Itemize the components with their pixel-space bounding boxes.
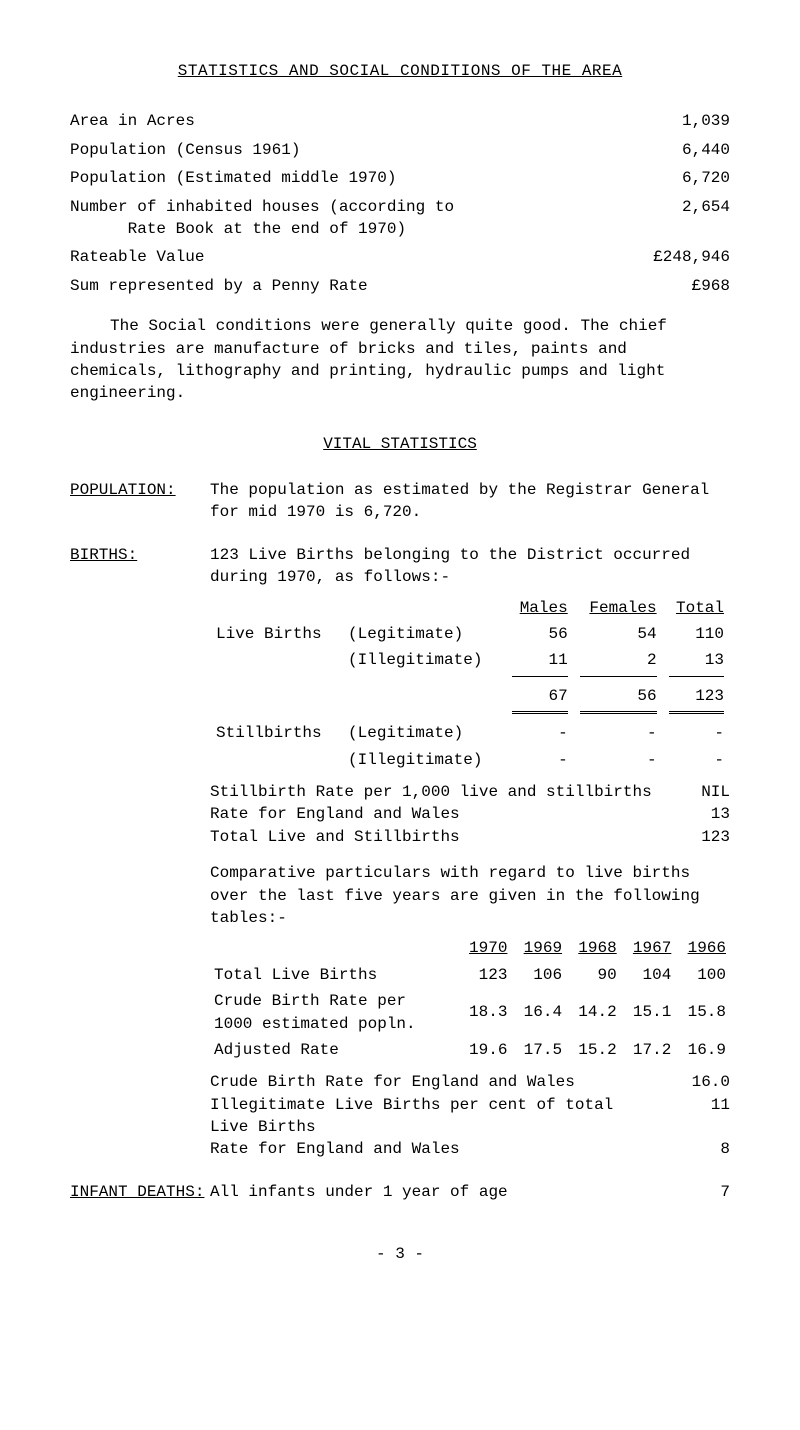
births-section: BIRTHS: 123 Live Births belonging to the…	[70, 544, 730, 1161]
table-row: Crude Birth Rate per 1000 estimated popl…	[210, 988, 730, 1037]
infant-deaths-label: INFANT DEATHS:	[70, 1181, 210, 1203]
fact-value: 6,440	[610, 139, 730, 161]
cell: 16.4	[511, 988, 566, 1037]
fact-label: Rateable Value	[70, 246, 610, 268]
cell: 56	[574, 683, 663, 709]
cell: 11	[506, 647, 573, 673]
year-col: 1970	[457, 935, 512, 961]
rate-value: 123	[670, 826, 730, 848]
fact-value: 6,720	[610, 167, 730, 189]
cell: 17.2	[621, 1037, 676, 1063]
fact-label: Population (Census 1961)	[70, 139, 610, 161]
fact-label: Sum represented by a Penny Rate	[70, 275, 610, 297]
population-label: POPULATION:	[70, 479, 210, 524]
cell: 123	[663, 683, 730, 709]
totals-row: 67 56 123	[210, 683, 730, 709]
cell: -	[574, 747, 663, 773]
year-col: 1968	[566, 935, 621, 961]
compare-table: 1970 1969 1968 1967 1966 Total Live Birt…	[210, 935, 730, 1063]
births-table: Males Females Total Live Births (Legitim…	[210, 595, 730, 773]
col-males: Males	[506, 595, 573, 621]
table-row: Total Live Births 123 106 90 104 100	[210, 962, 730, 988]
rate-label: Illegitimate Live Births per cent of tot…	[210, 1094, 670, 1139]
table-row: (Illegitimate) - - -	[210, 747, 730, 773]
cell: 15.8	[675, 988, 730, 1037]
rate-value: 11	[670, 1094, 730, 1139]
cell: -	[506, 720, 573, 746]
cell: 123	[457, 962, 512, 988]
rate-label: Rate for England and Wales	[210, 1138, 670, 1160]
cell: 13	[663, 647, 730, 673]
fact-value: 1,039	[610, 110, 730, 132]
legit-label: (Legitimate)	[342, 621, 506, 647]
cell: 16.9	[675, 1037, 730, 1063]
fact-value: 2,654	[610, 196, 730, 241]
vital-statistics-title: VITAL STATISTICS	[70, 433, 730, 455]
table-row: Live Births (Legitimate) 56 54 110	[210, 621, 730, 647]
infant-row-value: 7	[670, 1181, 730, 1203]
year-col: 1967	[621, 935, 676, 961]
infant-deaths-section: INFANT DEATHS: All infants under 1 year …	[70, 1181, 730, 1203]
cell: 19.6	[457, 1037, 512, 1063]
social-conditions-paragraph: The Social conditions were generally qui…	[70, 315, 730, 405]
cell: 110	[663, 621, 730, 647]
fact-value: £968	[610, 275, 730, 297]
stillbirths-label: Stillbirths	[210, 720, 342, 746]
cell: 56	[506, 621, 573, 647]
cell: 18.3	[457, 988, 512, 1037]
rate-value: NIL	[670, 781, 730, 803]
cell: 14.2	[566, 988, 621, 1037]
fact-label: Number of inhabited houses (according to…	[70, 196, 610, 241]
cell: 104	[621, 962, 676, 988]
legit-label: (Legitimate)	[342, 720, 506, 746]
table-row: (Illegitimate) 11 2 13	[210, 647, 730, 673]
cell: 100	[675, 962, 730, 988]
fact-value: £248,946	[610, 246, 730, 268]
compare-extra: Crude Birth Rate for England and Wales16…	[210, 1071, 730, 1161]
births-label: BIRTHS:	[70, 544, 210, 1161]
rate-label: Total Live and Stillbirths	[210, 826, 670, 848]
cell: 106	[511, 962, 566, 988]
cell: 67	[506, 683, 573, 709]
year-col: 1969	[511, 935, 566, 961]
rate-label: Stillbirth Rate per 1,000 live and still…	[210, 781, 670, 803]
col-total: Total	[663, 595, 730, 621]
infant-row-label: All infants under 1 year of age	[210, 1181, 670, 1203]
illegit-label: (Illegitimate)	[342, 647, 506, 673]
cell: 17.5	[511, 1037, 566, 1063]
cell: -	[574, 720, 663, 746]
table-row: Adjusted Rate 19.6 17.5 15.2 17.2 16.9	[210, 1037, 730, 1063]
live-births-label: Live Births	[210, 621, 342, 647]
population-section: POPULATION: The population as estimated …	[70, 479, 730, 524]
fact-label: Area in Acres	[70, 110, 610, 132]
cell: 15.1	[621, 988, 676, 1037]
col-females: Females	[574, 595, 663, 621]
rate-value: 13	[670, 803, 730, 825]
compare-intro: Comparative particulars with regard to l…	[210, 862, 730, 929]
table-row: Stillbirths (Legitimate) - - -	[210, 720, 730, 746]
year-col: 1966	[675, 935, 730, 961]
cell: 2	[574, 647, 663, 673]
cell: -	[663, 747, 730, 773]
page-number: - 3 -	[70, 1243, 730, 1265]
row-label: Crude Birth Rate per 1000 estimated popl…	[210, 988, 457, 1037]
page-title: STATISTICS AND SOCIAL CONDITIONS OF THE …	[70, 60, 730, 82]
stillbirth-rates: Stillbirth Rate per 1,000 live and still…	[210, 781, 730, 848]
row-label: Total Live Births	[210, 962, 457, 988]
illegit-label: (Illegitimate)	[342, 747, 506, 773]
area-facts: Area in Acres1,039 Population (Census 19…	[70, 110, 730, 297]
rate-value: 16.0	[670, 1071, 730, 1093]
cell: 15.2	[566, 1037, 621, 1063]
births-intro: 123 Live Births belonging to the Distric…	[210, 544, 730, 589]
cell: -	[506, 747, 573, 773]
cell: 90	[566, 962, 621, 988]
rate-value: 8	[670, 1138, 730, 1160]
cell: -	[663, 720, 730, 746]
rate-label: Rate for England and Wales	[210, 803, 670, 825]
row-label: Adjusted Rate	[210, 1037, 457, 1063]
cell: 54	[574, 621, 663, 647]
fact-label: Population (Estimated middle 1970)	[70, 167, 610, 189]
rate-label: Crude Birth Rate for England and Wales	[210, 1071, 670, 1093]
population-text: The population as estimated by the Regis…	[210, 479, 730, 524]
